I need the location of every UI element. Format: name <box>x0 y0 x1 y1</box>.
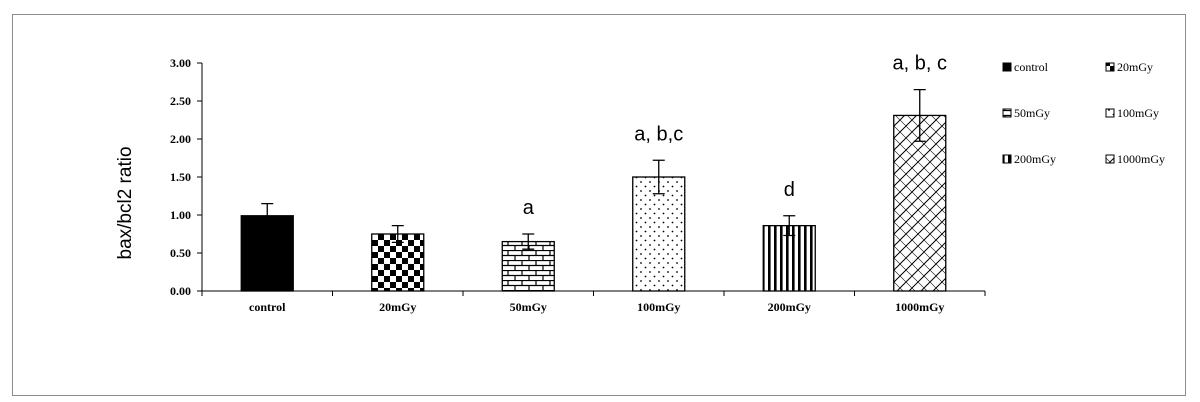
error-bar-100mGy <box>652 159 665 195</box>
x-tick-label: 50mGy <box>510 300 547 314</box>
y-axis-label: bax/bcl2 ratio <box>115 146 136 259</box>
chart-frame <box>12 14 1186 396</box>
bar-200mGy <box>762 224 816 292</box>
y-tick-label: 1.00 <box>170 208 191 222</box>
legend-swatch-50mGy <box>1002 108 1012 118</box>
error-bar-20mGy <box>391 224 404 244</box>
x-tick-label: control <box>249 300 286 314</box>
error-bar-1000mGy <box>913 88 926 142</box>
bar-100mGy <box>632 176 686 292</box>
error-bar-200mGy <box>783 215 796 237</box>
bar-1000mGy <box>893 114 947 292</box>
y-tick-label: 0.50 <box>170 246 191 260</box>
legend-label-100mGy: 100mGy <box>1117 106 1159 120</box>
y-tick-label: 1.50 <box>170 170 191 184</box>
significance-annotation: d <box>784 179 795 201</box>
legend-swatch-1000mGy <box>1105 154 1115 164</box>
error-bar-control <box>261 202 274 229</box>
legend-label-control: control <box>1014 60 1049 74</box>
bar-20mGy <box>371 233 425 292</box>
error-bar-50mGy <box>522 233 535 250</box>
legend-swatch-20mGy <box>1105 62 1115 72</box>
legend-label-50mGy: 50mGy <box>1014 106 1050 120</box>
legend-label-1000mGy: 1000mGy <box>1117 152 1165 166</box>
y-tick-label: 0.00 <box>170 284 191 298</box>
x-tick-label: 100mGy <box>637 300 680 314</box>
legend-label-20mGy: 20mGy <box>1117 60 1153 74</box>
legend-swatch-100mGy <box>1105 108 1115 118</box>
significance-annotation: a, b, c <box>893 53 947 75</box>
y-tick-label: 3.00 <box>170 56 191 70</box>
significance-annotation: a, b,c <box>634 123 683 145</box>
legend-label-200mGy: 200mGy <box>1014 152 1056 166</box>
legend-swatch-control <box>1002 62 1012 72</box>
x-tick-label: 200mGy <box>768 300 811 314</box>
significance-annotation: a <box>523 197 535 219</box>
x-tick-label: 1000mGy <box>895 300 944 314</box>
y-tick-label: 2.00 <box>170 132 191 146</box>
x-tick-label: 20mGy <box>379 300 416 314</box>
legend-swatch-200mGy <box>1002 154 1012 164</box>
y-tick-label: 2.50 <box>170 94 191 108</box>
